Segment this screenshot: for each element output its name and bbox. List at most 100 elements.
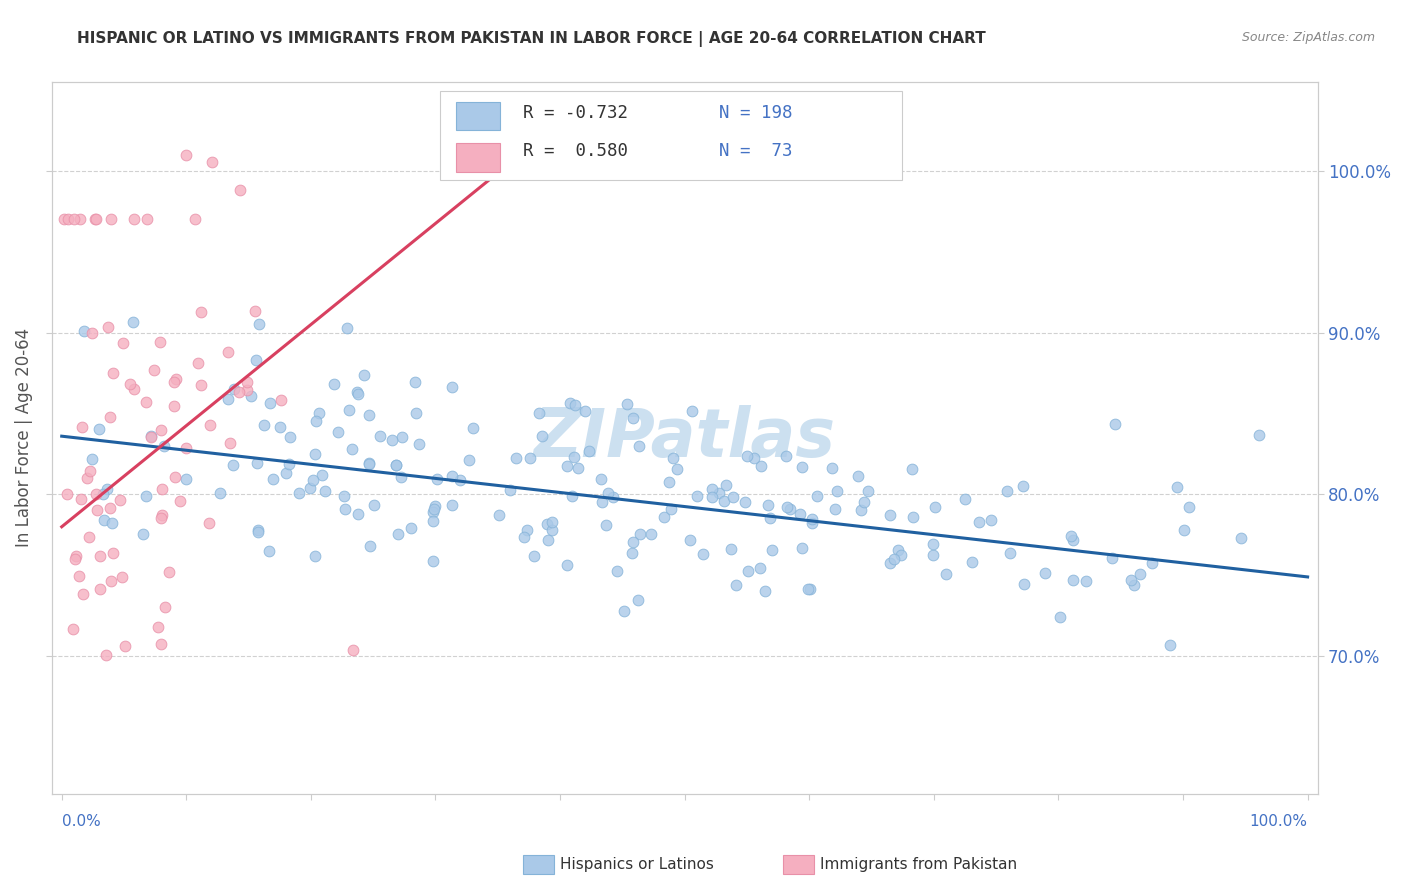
- Point: [801, 516, 824, 530]
- Point: [422, 554, 444, 568]
- Point: [120, 376, 142, 391]
- FancyBboxPatch shape: [440, 91, 903, 180]
- Point: [208, 486, 231, 500]
- Point: [995, 483, 1018, 498]
- Point: [1035, 566, 1057, 581]
- Point: [222, 382, 245, 396]
- Point: [62, 622, 84, 636]
- Point: [1173, 523, 1195, 537]
- Point: [247, 317, 270, 331]
- Point: [124, 212, 146, 227]
- Point: [922, 549, 945, 563]
- Point: [578, 444, 600, 458]
- Point: [557, 558, 579, 573]
- Point: [679, 533, 702, 547]
- Point: [613, 604, 636, 618]
- Text: Hispanics or Latinos: Hispanics or Latinos: [560, 857, 713, 871]
- Point: [852, 495, 875, 509]
- Y-axis label: In Labor Force | Age 20-64: In Labor Force | Age 20-64: [15, 328, 32, 548]
- Point: [346, 384, 368, 399]
- Point: [52, 212, 75, 227]
- Text: 0.0%: 0.0%: [62, 814, 100, 829]
- Point: [754, 583, 776, 598]
- Point: [628, 527, 651, 541]
- Point: [165, 372, 187, 386]
- Point: [564, 398, 586, 412]
- Text: 100.0%: 100.0%: [1250, 814, 1308, 829]
- Point: [714, 478, 737, 492]
- Point: [824, 502, 846, 516]
- Point: [82, 452, 104, 467]
- Point: [589, 471, 612, 485]
- Point: [621, 411, 644, 425]
- Point: [627, 592, 650, 607]
- Point: [353, 368, 375, 382]
- Point: [56, 212, 79, 227]
- Point: [240, 389, 263, 403]
- Point: [150, 510, 173, 524]
- Point: [89, 582, 111, 596]
- Text: HISPANIC OR LATINO VS IMMIGRANTS FROM PAKISTAN IN LABOR FORCE | AGE 20-64 CORREL: HISPANIC OR LATINO VS IMMIGRANTS FROM PA…: [77, 31, 986, 47]
- Point: [616, 397, 638, 411]
- Point: [602, 490, 624, 504]
- Point: [921, 537, 943, 551]
- Point: [879, 508, 901, 523]
- Point: [387, 527, 409, 541]
- Point: [761, 543, 783, 558]
- Point: [527, 406, 550, 420]
- Point: [488, 508, 510, 522]
- Point: [440, 468, 463, 483]
- Point: [228, 183, 250, 197]
- Point: [72, 587, 94, 601]
- Point: [404, 375, 426, 389]
- Point: [519, 450, 541, 465]
- Point: [408, 437, 430, 451]
- FancyBboxPatch shape: [456, 143, 501, 171]
- Point: [270, 392, 292, 407]
- Point: [370, 429, 392, 443]
- Point: [759, 511, 782, 525]
- Point: [901, 462, 924, 476]
- Text: R =  0.580: R = 0.580: [523, 142, 627, 161]
- Point: [924, 500, 946, 515]
- Point: [149, 637, 172, 651]
- Point: [298, 481, 321, 495]
- Point: [800, 512, 823, 526]
- Point: [879, 556, 901, 570]
- Point: [139, 430, 162, 444]
- Point: [799, 582, 821, 596]
- Point: [174, 147, 197, 161]
- Point: [314, 484, 336, 499]
- Point: [73, 325, 96, 339]
- Point: [628, 439, 651, 453]
- Point: [304, 549, 326, 563]
- Point: [734, 495, 756, 509]
- Point: [789, 507, 811, 521]
- Point: [449, 473, 471, 487]
- Point: [89, 549, 111, 563]
- Point: [135, 490, 157, 504]
- Point: [169, 494, 191, 508]
- Point: [332, 489, 354, 503]
- Point: [463, 420, 485, 434]
- Point: [967, 515, 990, 529]
- Point: [662, 450, 685, 465]
- Point: [278, 430, 301, 444]
- Point: [86, 212, 108, 227]
- Point: [1142, 557, 1164, 571]
- Point: [440, 379, 463, 393]
- Point: [136, 212, 159, 227]
- Point: [357, 458, 380, 472]
- Point: [245, 352, 267, 367]
- Point: [598, 485, 620, 500]
- Point: [901, 509, 924, 524]
- Point: [245, 456, 267, 470]
- Point: [122, 382, 145, 396]
- Point: [381, 434, 404, 448]
- Point: [98, 409, 121, 424]
- Point: [887, 543, 910, 558]
- Point: [277, 457, 299, 471]
- Point: [1159, 638, 1181, 652]
- Point: [851, 503, 873, 517]
- Point: [720, 542, 742, 557]
